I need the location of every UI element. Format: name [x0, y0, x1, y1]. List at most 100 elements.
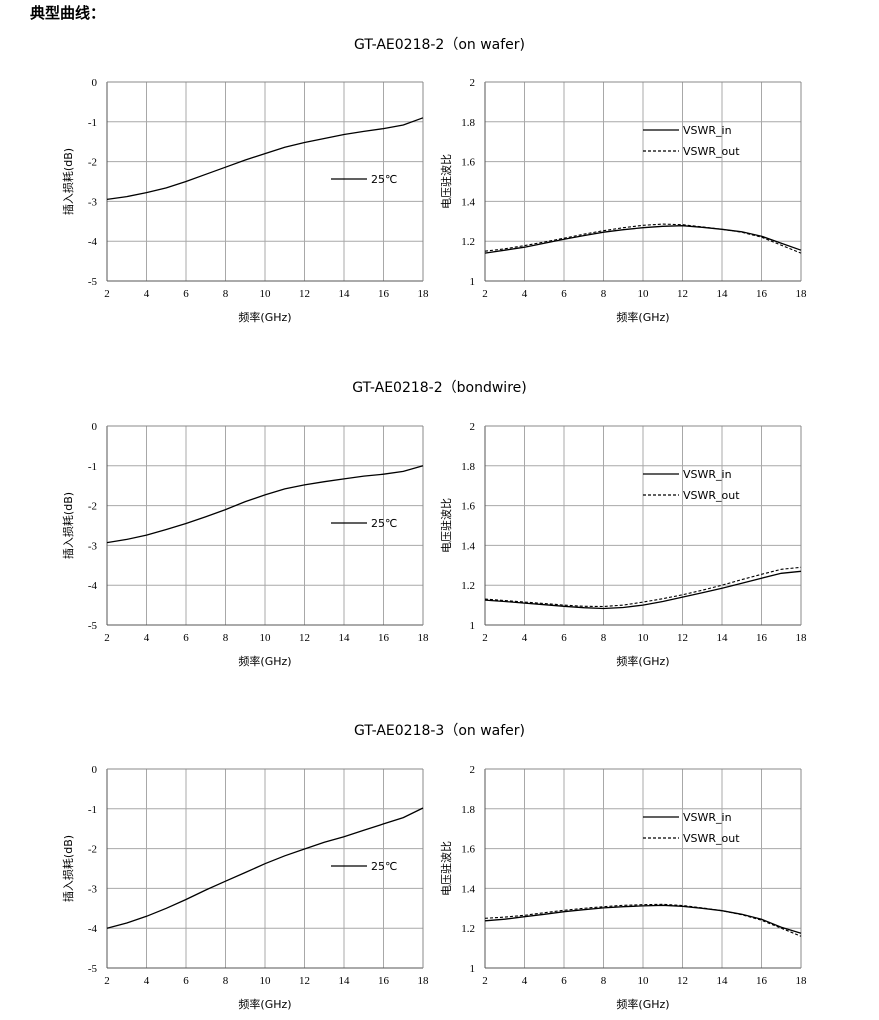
- x-tick-label: 18: [418, 975, 430, 987]
- x-tick-label: 16: [378, 975, 390, 987]
- series-line-vswrout: [484, 566, 802, 608]
- y-tick-label: -4: [88, 923, 98, 935]
- legend-label: VSWR_in: [683, 468, 732, 481]
- x-tick-label: 8: [601, 975, 607, 987]
- x-tick-label: 2: [482, 632, 488, 644]
- x-tick-label: 12: [677, 288, 688, 300]
- x-tick-label: 2: [104, 632, 110, 644]
- y-tick-label: -2: [88, 157, 97, 169]
- section-title-1: GT-AE0218-2（on wafer): [353, 37, 526, 53]
- x-tick-label: 4: [522, 288, 528, 300]
- y-tick-label: 0: [92, 764, 98, 776]
- x-tick-label: 14: [717, 975, 729, 987]
- x-tick-label: 6: [183, 632, 189, 644]
- y-axis-title: 插入损耗(dB): [61, 148, 75, 215]
- x-tick-label: 14: [717, 632, 729, 644]
- x-tick-label: 12: [299, 288, 310, 300]
- y-tick-label: 1.8: [461, 804, 475, 816]
- y-tick-label: -1: [88, 461, 97, 473]
- x-tick-label: 16: [756, 288, 768, 300]
- y-tick-label: 1.2: [461, 923, 475, 935]
- y-tick-label: 1: [470, 963, 476, 975]
- x-tick-label: 6: [561, 632, 567, 644]
- y-tick-label: 1.4: [461, 540, 475, 552]
- x-tick-label: 8: [223, 975, 229, 987]
- x-tick-label: 10: [260, 288, 272, 300]
- insertion-loss-chart-2: 2 4 6 8 10 12 14 16 18 0 -1 -2 -3 -4 -5 频率(GHz) 插入损耗(dB)…: [61, 421, 429, 668]
- series-line-vswrin: [484, 904, 802, 934]
- legend-label: 25℃: [371, 517, 397, 530]
- x-tick-label: 8: [601, 632, 607, 644]
- x-tick-label: 4: [144, 288, 150, 300]
- y-tick-label: -2: [88, 501, 97, 513]
- x-tick-label: 16: [756, 632, 768, 644]
- x-tick-label: 16: [378, 288, 390, 300]
- y-tick-label: 2: [470, 77, 476, 89]
- y-tick-label: 1.8: [461, 461, 475, 473]
- x-tick-label: 14: [717, 288, 729, 300]
- x-axis-title: 频率(GHz): [238, 654, 291, 668]
- legend-label: VSWR_out: [683, 832, 740, 845]
- y-tick-label: -5: [88, 620, 98, 632]
- y-tick-label: 2: [470, 421, 476, 433]
- x-tick-label: 18: [796, 288, 808, 300]
- y-tick-label: -3: [88, 883, 98, 895]
- x-tick-label: 18: [796, 632, 808, 644]
- y-tick-label: 1.4: [461, 883, 475, 895]
- x-tick-label: 12: [299, 975, 310, 987]
- x-tick-label: 10: [260, 975, 272, 987]
- y-tick-label: 1.4: [461, 196, 475, 208]
- x-tick-label: 14: [339, 632, 351, 644]
- x-tick-label: 12: [299, 632, 310, 644]
- series-line-vswrin: [484, 225, 802, 254]
- x-axis-title: 频率(GHz): [616, 310, 669, 324]
- y-axis-title: 电压驻波比: [439, 841, 453, 896]
- y-tick-label: -4: [88, 236, 98, 248]
- x-tick-label: 4: [144, 632, 150, 644]
- x-tick-label: 10: [638, 288, 650, 300]
- series-line-vswrout: [484, 903, 802, 937]
- page-title: 典型曲线：: [30, 4, 106, 22]
- y-tick-label: 2: [470, 764, 476, 776]
- x-tick-label: 6: [183, 975, 189, 987]
- y-tick-label: 1.8: [461, 117, 475, 129]
- x-tick-label: 16: [756, 975, 768, 987]
- x-tick-label: 2: [104, 975, 110, 987]
- x-tick-label: 8: [223, 632, 229, 644]
- vswr-chart-2: 2 4 6 8 10 12 14 16 18 2 1.8 1.6 1.4 1.2 1 频率(GHz) 电压驻波比…: [439, 421, 808, 668]
- x-tick-label: 2: [104, 288, 110, 300]
- x-axis-title: 频率(GHz): [238, 310, 291, 324]
- y-axis-title: 电压驻波比: [439, 498, 453, 553]
- y-tick-label: -5: [88, 963, 98, 975]
- x-tick-label: 10: [260, 632, 272, 644]
- y-tick-label: 1: [470, 276, 476, 288]
- series-line-25: [106, 465, 424, 544]
- x-tick-label: 16: [378, 632, 390, 644]
- y-tick-label: -2: [88, 844, 97, 856]
- x-tick-label: 6: [561, 975, 567, 987]
- y-axis-title: 插入损耗(dB): [61, 492, 75, 559]
- x-tick-label: 8: [223, 288, 229, 300]
- x-axis-title: 频率(GHz): [238, 997, 291, 1011]
- legend-label: VSWR_out: [683, 489, 740, 502]
- series-line-25: [106, 117, 424, 201]
- x-axis-title: 频率(GHz): [616, 997, 669, 1011]
- y-tick-label: 1: [470, 620, 476, 632]
- series-line-vswrout: [484, 223, 802, 254]
- legend-label: VSWR_in: [683, 811, 732, 824]
- vswr-chart-3: 2 4 6 8 10 12 14 16 18 2 1.8 1.6 1.4 1.2 1 频率(GHz) 电压驻波比…: [439, 764, 807, 1011]
- legend-label: VSWR_out: [683, 145, 740, 158]
- x-tick-label: 12: [677, 975, 688, 987]
- y-tick-label: 1.6: [461, 844, 475, 856]
- x-axis-title: 频率(GHz): [616, 654, 669, 668]
- y-tick-label: -4: [88, 580, 98, 592]
- section-title-2: GT-AE0218-2（bondwire): [352, 380, 527, 396]
- x-tick-label: 4: [522, 975, 528, 987]
- x-tick-label: 14: [339, 975, 351, 987]
- x-tick-label: 14: [339, 288, 351, 300]
- x-tick-label: 2: [482, 975, 488, 987]
- y-tick-label: -1: [88, 117, 97, 129]
- x-tick-label: 8: [601, 288, 607, 300]
- x-tick-label: 2: [482, 288, 488, 300]
- legend-label: 25℃: [371, 860, 397, 873]
